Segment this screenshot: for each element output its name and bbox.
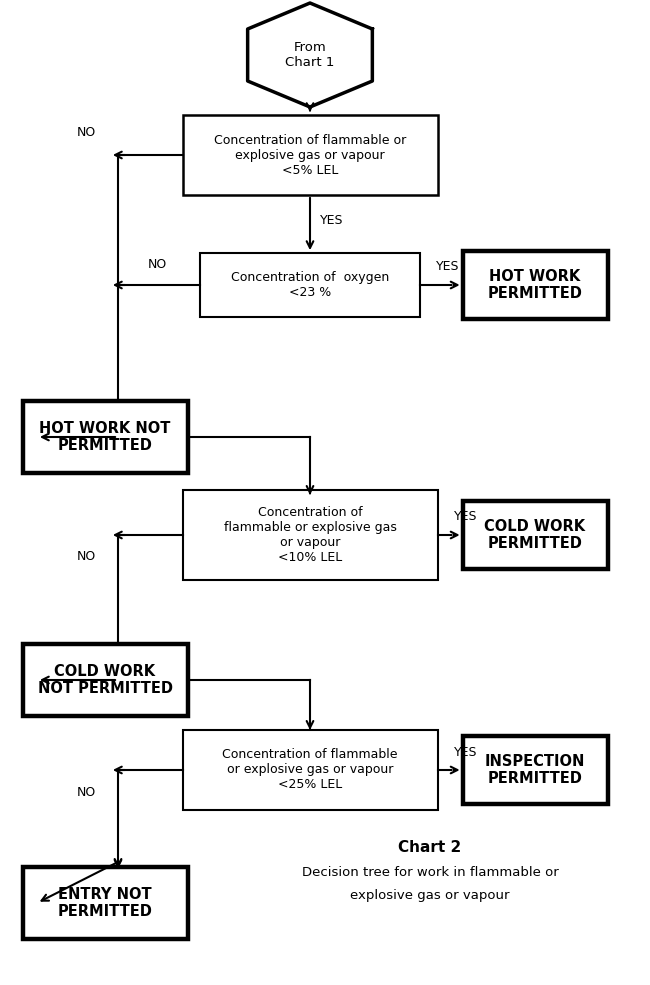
Text: HOT WORK
PERMITTED: HOT WORK PERMITTED bbox=[488, 269, 582, 301]
Text: YES: YES bbox=[454, 510, 477, 523]
Bar bbox=[23, 401, 187, 473]
Bar bbox=[463, 251, 608, 319]
Text: NO: NO bbox=[148, 258, 167, 272]
Text: From
Chart 1: From Chart 1 bbox=[285, 41, 335, 69]
Text: Concentration of
flammable or explosive gas
or vapour
<10% LEL: Concentration of flammable or explosive … bbox=[224, 506, 396, 564]
Text: COLD WORK
PERMITTED: COLD WORK PERMITTED bbox=[484, 519, 586, 552]
Bar bbox=[183, 115, 437, 195]
Text: YES: YES bbox=[436, 260, 460, 274]
Text: Concentration of flammable
or explosive gas or vapour
<25% LEL: Concentration of flammable or explosive … bbox=[222, 749, 398, 792]
Polygon shape bbox=[248, 3, 372, 107]
Text: HOT WORK NOT
PERMITTED: HOT WORK NOT PERMITTED bbox=[39, 421, 171, 453]
Text: NO: NO bbox=[77, 551, 96, 563]
Text: Concentration of  oxygen
<23 %: Concentration of oxygen <23 % bbox=[231, 271, 389, 299]
Text: Decision tree for work in flammable or: Decision tree for work in flammable or bbox=[302, 867, 558, 880]
Bar bbox=[463, 501, 608, 569]
Text: NO: NO bbox=[77, 126, 96, 140]
Text: YES: YES bbox=[454, 746, 477, 758]
Text: INSPECTION
PERMITTED: INSPECTION PERMITTED bbox=[485, 754, 585, 786]
Text: COLD WORK
NOT PERMITTED: COLD WORK NOT PERMITTED bbox=[38, 664, 172, 696]
Bar bbox=[200, 253, 420, 317]
Bar bbox=[23, 644, 187, 716]
Bar bbox=[183, 490, 437, 580]
Text: YES: YES bbox=[320, 214, 344, 227]
Bar bbox=[23, 867, 187, 939]
Text: NO: NO bbox=[77, 785, 96, 799]
Text: Chart 2: Chart 2 bbox=[398, 839, 462, 855]
Text: Concentration of flammable or
explosive gas or vapour
<5% LEL: Concentration of flammable or explosive … bbox=[214, 134, 406, 176]
Text: ENTRY NOT
PERMITTED: ENTRY NOT PERMITTED bbox=[58, 886, 153, 919]
Text: explosive gas or vapour: explosive gas or vapour bbox=[350, 888, 510, 901]
Bar bbox=[183, 730, 437, 810]
Bar bbox=[463, 736, 608, 804]
